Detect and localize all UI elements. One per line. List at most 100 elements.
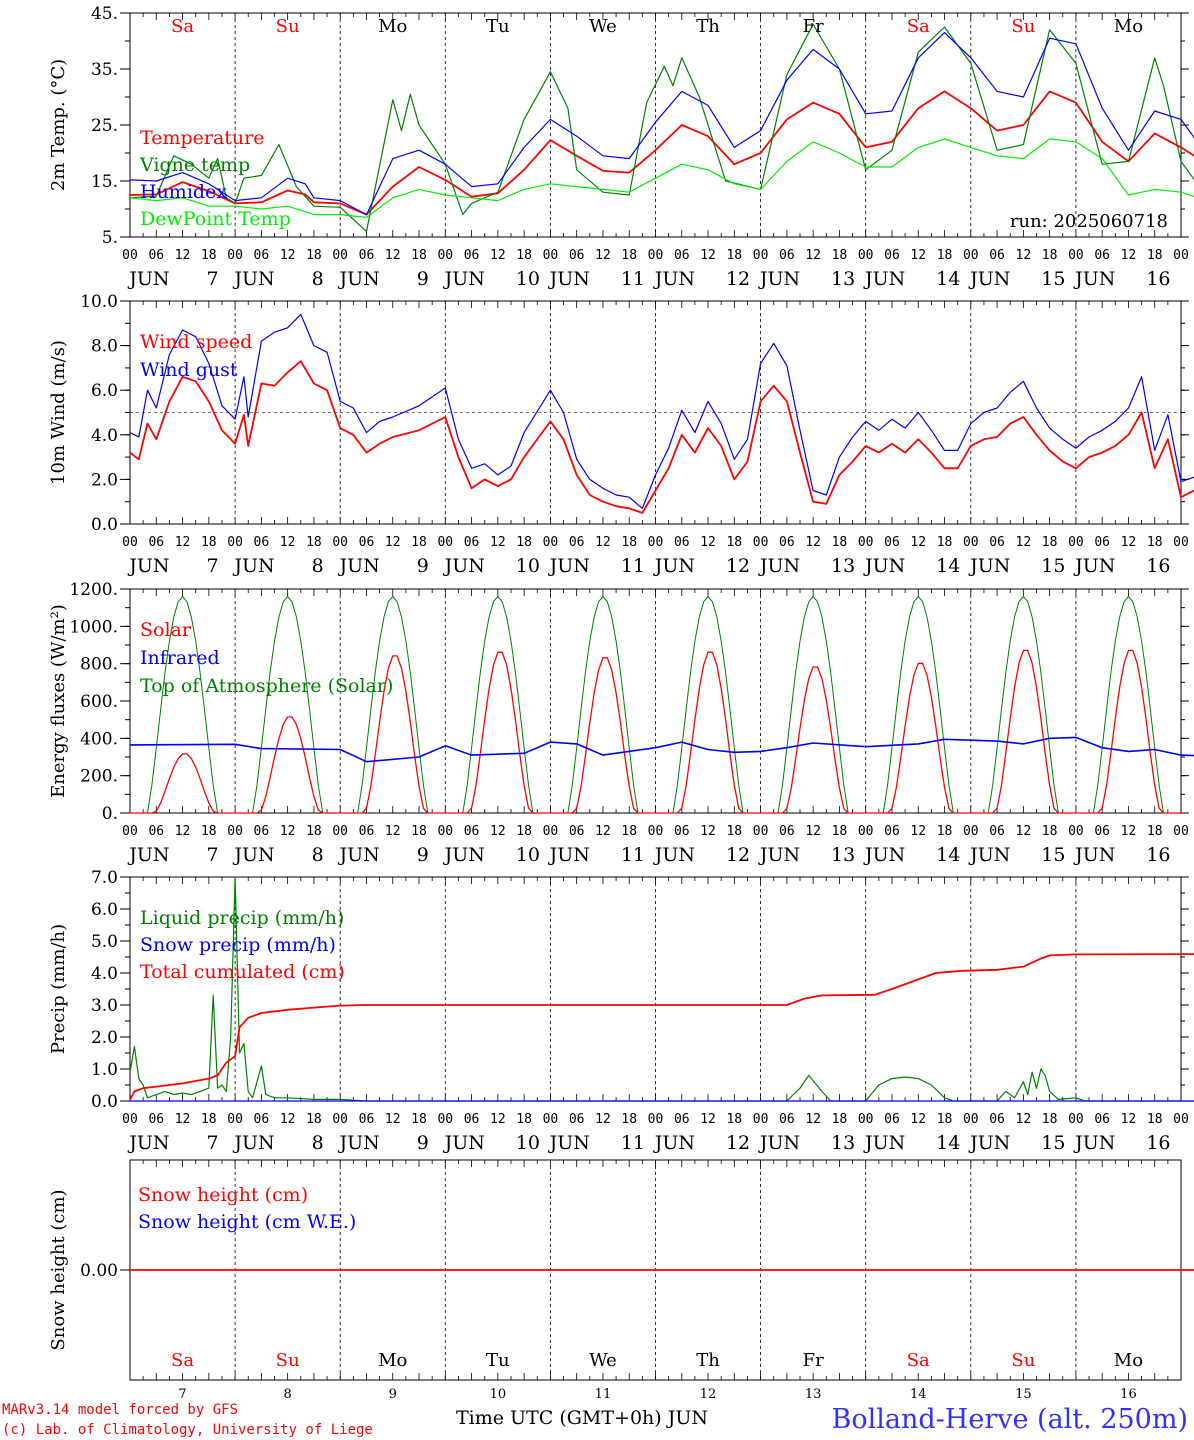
weekday-label: We (589, 16, 617, 37)
day-number-label: 9 (417, 1132, 429, 1154)
hour-label: 06 (464, 535, 480, 550)
run-annotation: run: 2025060718 (1010, 211, 1168, 232)
hour-label: 06 (1094, 248, 1110, 263)
day-number-label: 14 (936, 1132, 960, 1154)
hour-label: 00 (858, 824, 874, 839)
chart-panel-2: 0.0 2.0 4.0 6.0 8.0 10.0 10m Wind (m/s) Wind sp… (48, 292, 1194, 577)
hour-label: 00 (122, 248, 138, 263)
legend-item-1: Snow height (cm) (138, 1184, 308, 1206)
month-label: JUN (337, 555, 379, 577)
hour-label: 18 (832, 535, 848, 550)
hour-label: 00 (963, 535, 979, 550)
hour-label: 18 (516, 535, 532, 550)
y-tick-label: 1200. (69, 580, 118, 600)
hour-label: 06 (884, 535, 900, 550)
hour-label: 00 (648, 248, 664, 263)
day-number-label: 7 (207, 268, 219, 290)
day-number-label: 14 (910, 1387, 927, 1402)
y-tick-label: 35. (91, 60, 118, 80)
legend-item-4: DewPoint Temp (140, 208, 291, 230)
hour-label: 12 (595, 1112, 611, 1127)
hour-label: 00 (1068, 824, 1084, 839)
day-number-label: 9 (417, 555, 429, 577)
y-tick-label: 2.0 (91, 1028, 118, 1048)
y-tick-label: 15. (91, 172, 118, 192)
hour-label: 06 (148, 248, 164, 263)
hour-label: 18 (832, 824, 848, 839)
hour-label: 06 (464, 1112, 480, 1127)
hour-label: 12 (280, 248, 296, 263)
hour-label: 06 (359, 535, 375, 550)
y-tick-label: 600. (80, 692, 118, 712)
copyright-credit: (c) Lab. of Climatology, University of L… (2, 1422, 373, 1438)
hour-label: 00 (753, 824, 769, 839)
weekday-label: Sa (907, 16, 930, 37)
month-label: JUN (337, 844, 379, 866)
month-label: JUN (758, 268, 800, 290)
hour-label: 06 (674, 824, 690, 839)
legend-item-3: Top of Atmosphere (Solar) (140, 675, 393, 697)
hour-label: 06 (779, 824, 795, 839)
hour-label: 12 (490, 824, 506, 839)
hour-label: 18 (306, 824, 322, 839)
hour-label: 06 (254, 824, 270, 839)
day-number-label: 11 (621, 844, 645, 866)
hour-label: 06 (464, 824, 480, 839)
hour-label: 00 (437, 248, 453, 263)
hour-label: 12 (1016, 535, 1032, 550)
hour-label: 12 (1121, 248, 1137, 263)
hour-label: 06 (148, 535, 164, 550)
month-label: JUN (968, 555, 1010, 577)
hour-label: 00 (648, 1112, 664, 1127)
hour-label: 12 (490, 248, 506, 263)
hour-label: 00 (437, 824, 453, 839)
hour-label: 18 (306, 1112, 322, 1127)
month-label: JUN (127, 268, 169, 290)
series-1 (129, 360, 1194, 514)
day-number-label: 8 (312, 1132, 324, 1154)
month-label: JUN (337, 1132, 379, 1154)
weekday-label: Mo (1114, 1350, 1143, 1371)
day-number-label: 16 (1146, 268, 1170, 290)
day-number-label: 11 (621, 268, 645, 290)
day-number-label: 14 (936, 268, 960, 290)
hour-label: 12 (490, 1112, 506, 1127)
month-label: JUN (653, 844, 695, 866)
day-number-label: 16 (1146, 1132, 1170, 1154)
month-label: JUN (232, 1132, 274, 1154)
day-number-label: 12 (700, 1387, 717, 1402)
hour-label: 00 (543, 535, 559, 550)
y-tick-label: 3.0 (91, 996, 118, 1016)
day-number-label: 11 (621, 555, 645, 577)
series-2 (129, 23, 1194, 232)
x-axis-label: Time UTC (GMT+0h) JUN (456, 1407, 708, 1429)
hour-label: 00 (543, 824, 559, 839)
day-number-label: 13 (831, 555, 855, 577)
weekday-label: Su (276, 16, 300, 37)
month-label: JUN (1073, 844, 1115, 866)
month-label: JUN (443, 555, 485, 577)
hour-label: 12 (1121, 824, 1137, 839)
month-label: JUN (1073, 555, 1115, 577)
hour-label: 06 (989, 1112, 1005, 1127)
month-label: JUN (548, 1132, 590, 1154)
y-axis-label: 10m Wind (m/s) (48, 340, 69, 485)
hour-label: 18 (201, 1112, 217, 1127)
y-tick-label: 0.0 (91, 1092, 118, 1112)
hour-label: 12 (385, 535, 401, 550)
month-label: JUN (127, 1132, 169, 1154)
hour-label: 00 (648, 824, 664, 839)
hour-label: 18 (411, 824, 427, 839)
day-number-label: 15 (1041, 268, 1065, 290)
month-label: JUN (863, 844, 905, 866)
hour-label: 18 (201, 824, 217, 839)
series-infrared (129, 736, 1194, 763)
hour-label: 00 (963, 248, 979, 263)
model-credit: MARv3.14 model forced by GFS (2, 1402, 238, 1418)
hour-label: 12 (1016, 248, 1032, 263)
hour-label: 12 (910, 535, 926, 550)
hour-label: 06 (989, 248, 1005, 263)
hour-label: 12 (385, 248, 401, 263)
hour-label: 00 (753, 248, 769, 263)
weekday-label: Tu (486, 16, 510, 37)
